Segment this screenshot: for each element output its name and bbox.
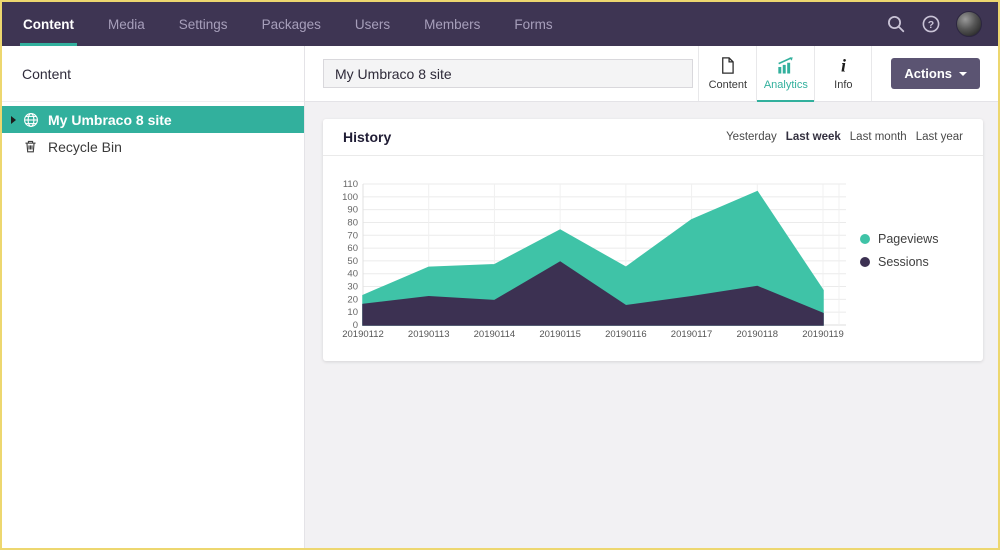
svg-text:0: 0 (353, 320, 358, 331)
filter-yesterday[interactable]: Yesterday (726, 131, 777, 143)
analytics-icon (776, 56, 795, 75)
svg-text:20190118: 20190118 (737, 329, 779, 340)
nav-items: Content Media Settings Packages Users Members… (6, 2, 570, 46)
nav-right-icons: ? (886, 2, 998, 46)
tree-item-my-umbraco-8-site[interactable]: My Umbraco 8 site (2, 106, 304, 133)
trash-icon (23, 139, 39, 155)
nav-item-users[interactable]: Users (354, 16, 391, 32)
top-navigation: Content Media Settings Packages Users Members… (2, 2, 998, 46)
svg-text:50: 50 (347, 256, 358, 267)
svg-text:20190113: 20190113 (408, 329, 450, 340)
svg-text:20190119: 20190119 (802, 329, 844, 340)
history-panel-body: 0 10 20 30 40 50 60 70 80 90 100 110 20190112 2019011… (323, 156, 983, 361)
tree-item-recycle-bin[interactable]: Recycle Bin (2, 133, 304, 160)
legend-item-sessions: Sessions (860, 255, 938, 269)
tree-item-label: Recycle Bin (48, 138, 122, 155)
content-column: Content Analytics i Info Actions History Ye… (305, 46, 998, 548)
chart-legend: Pageviews Sessions (860, 232, 938, 269)
svg-text:90: 90 (347, 205, 358, 216)
sidebar-section-title: Content (2, 46, 304, 102)
svg-text:20190112: 20190112 (342, 329, 384, 340)
svg-text:20: 20 (347, 294, 358, 305)
user-avatar[interactable] (956, 11, 982, 37)
tab-analytics[interactable]: Analytics (756, 46, 815, 102)
history-panel: History Yesterday Last week Last month Last… (323, 119, 983, 361)
globe-icon (23, 112, 39, 128)
filter-last-month[interactable]: Last month (849, 131, 907, 143)
actions-button[interactable]: Actions (891, 58, 980, 89)
nav-item-media[interactable]: Media (108, 16, 145, 32)
sidebar: Content My Umbraco 8 site Recycle Bin (2, 46, 305, 548)
nav-item-settings[interactable]: Settings (178, 16, 228, 32)
svg-text:100: 100 (342, 192, 358, 203)
svg-text:30: 30 (347, 282, 358, 293)
content-tree: My Umbraco 8 site Recycle Bin (2, 102, 304, 160)
info-icon: i (834, 56, 853, 75)
node-name-input[interactable] (323, 59, 693, 88)
tab-label: Analytics (763, 79, 808, 91)
legend-item-pageviews: Pageviews (860, 232, 938, 246)
actions-button-label: Actions (904, 66, 952, 81)
filter-last-week[interactable]: Last week (785, 131, 841, 143)
tab-label: Content (708, 79, 748, 91)
svg-text:20190116: 20190116 (605, 329, 647, 340)
svg-text:?: ? (928, 19, 934, 31)
svg-text:20190114: 20190114 (474, 329, 516, 340)
chevron-down-icon (959, 71, 967, 76)
main-area: Content My Umbraco 8 site Recycle Bin Con… (2, 46, 998, 548)
svg-text:20190115: 20190115 (539, 329, 581, 340)
legend-label: Sessions (878, 255, 929, 269)
svg-text:20190117: 20190117 (671, 329, 713, 340)
editor-body: History Yesterday Last week Last month Last… (305, 102, 998, 548)
svg-text:80: 80 (347, 217, 358, 228)
search-icon[interactable] (886, 14, 906, 34)
legend-label: Pageviews (878, 232, 939, 246)
tab-info[interactable]: i Info (814, 46, 873, 101)
legend-dot-pageviews (860, 234, 870, 244)
svg-text:i: i (841, 56, 846, 75)
editor-tabs: Content Analytics i Info (698, 46, 873, 102)
svg-text:110: 110 (343, 179, 358, 190)
svg-text:40: 40 (347, 269, 358, 280)
expand-caret-icon[interactable] (11, 115, 16, 124)
time-range-filters: Yesterday Last week Last month Last year (726, 131, 963, 143)
svg-text:60: 60 (347, 243, 358, 254)
history-panel-header: History Yesterday Last week Last month Last… (323, 119, 983, 156)
tab-content[interactable]: Content (698, 46, 756, 101)
document-icon (718, 56, 737, 75)
panel-title: History (343, 129, 392, 145)
filter-last-year[interactable]: Last year (915, 131, 963, 143)
svg-text:70: 70 (347, 230, 358, 241)
legend-dot-sessions (860, 257, 870, 267)
svg-text:10: 10 (347, 307, 358, 318)
help-icon[interactable]: ? (921, 14, 941, 34)
nav-item-content[interactable]: Content (6, 2, 91, 46)
tree-item-label: My Umbraco 8 site (48, 111, 172, 128)
nav-item-forms[interactable]: Forms (514, 16, 553, 32)
nav-item-packages[interactable]: Packages (261, 16, 321, 32)
tab-label: Info (834, 79, 853, 91)
editor-header: Content Analytics i Info Actions (305, 46, 998, 102)
nav-item-members[interactable]: Members (424, 16, 481, 32)
